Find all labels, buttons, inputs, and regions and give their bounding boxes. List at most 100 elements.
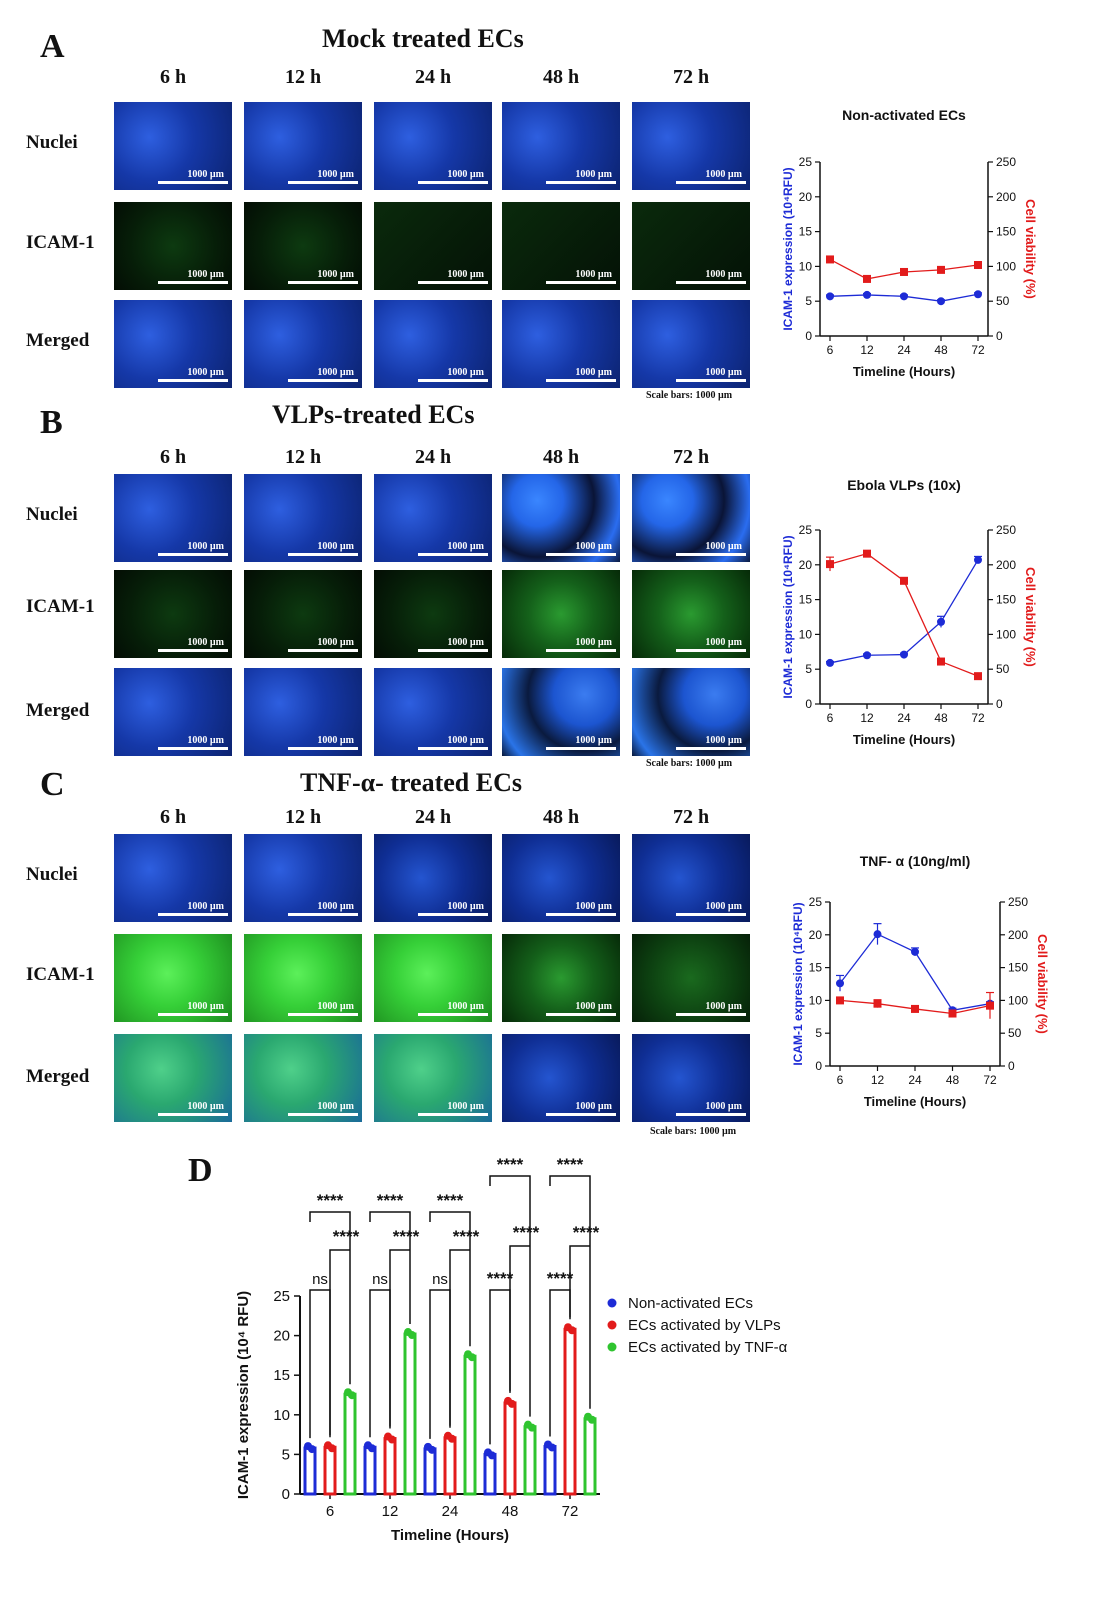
tick-label-x: 6 xyxy=(827,711,834,725)
scale-bar-label: 1000 µm xyxy=(317,1101,354,1112)
data-point xyxy=(911,1004,919,1013)
scale-bar-label: 1000 µm xyxy=(575,367,612,378)
scale-bar-label: 1000 µm xyxy=(447,169,484,180)
micrograph: 1000 µm xyxy=(244,570,362,658)
micrograph: 1000 µm xyxy=(374,570,492,658)
micrograph: 1000 µm xyxy=(374,1034,492,1122)
scale-bar-label: 1000 µm xyxy=(575,901,612,912)
bar xyxy=(423,1447,437,1496)
bar-point xyxy=(468,1353,476,1362)
tick-label-x: 6 xyxy=(326,1503,334,1520)
bar-point xyxy=(408,1331,416,1340)
scale-bar-label: 1000 µm xyxy=(447,367,484,378)
tick-label-right: 250 xyxy=(996,155,1016,169)
scale-bar-label: 1000 µm xyxy=(187,1101,224,1112)
tick-label-left: 10 xyxy=(809,993,823,1007)
scale-bar-label: 1000 µm xyxy=(317,367,354,378)
scale-bar xyxy=(158,747,228,750)
tick-label-right: 50 xyxy=(996,294,1010,308)
data-point xyxy=(863,549,871,558)
data-point xyxy=(986,1001,994,1010)
micrograph: 1000 µm xyxy=(114,1034,232,1122)
micrograph: 1000 µm xyxy=(502,834,620,922)
sig-label: **** xyxy=(497,1155,524,1174)
scale-bar xyxy=(418,181,488,184)
tick-label-right: 200 xyxy=(996,190,1016,204)
sig-label: **** xyxy=(437,1191,464,1210)
series-line xyxy=(829,559,979,664)
scale-bar-label: 1000 µm xyxy=(705,735,742,746)
scale-bar xyxy=(158,379,228,382)
data-point xyxy=(900,576,908,585)
micrograph: 1000 µm xyxy=(374,834,492,922)
tick-label-right: 50 xyxy=(1008,1026,1022,1040)
time-label: 48 h xyxy=(542,446,580,468)
bar xyxy=(583,1417,597,1496)
row-label: ICAM-1 xyxy=(26,232,95,253)
tick-label-left: 20 xyxy=(799,190,813,204)
data-point xyxy=(900,292,908,301)
bar xyxy=(503,1401,517,1496)
bar xyxy=(383,1437,397,1496)
row-label: Nuclei xyxy=(26,864,78,885)
micrograph: 1000 µm xyxy=(114,834,232,922)
row-label: Merged xyxy=(26,700,90,721)
micrograph: 1000 µm xyxy=(374,668,492,756)
micrograph: 1000 µm xyxy=(502,102,620,190)
micrograph: 1000 µm xyxy=(502,668,620,756)
scale-bar xyxy=(546,181,616,184)
panel-letter-a: A xyxy=(40,28,65,65)
panel-c-title: TNF-α- treated ECs xyxy=(300,768,522,797)
tick-label-x: 6 xyxy=(827,343,834,357)
data-point xyxy=(826,292,834,301)
scale-bar-label: 1000 µm xyxy=(447,269,484,280)
tick-label-x: 48 xyxy=(946,1073,960,1087)
tick-label-left: 5 xyxy=(805,294,812,308)
micrograph: 1000 µm xyxy=(114,474,232,562)
scale-bar-label: 1000 µm xyxy=(705,541,742,552)
sig-label: **** xyxy=(317,1191,344,1210)
scale-bar-label: 1000 µm xyxy=(705,901,742,912)
tick-label-right: 0 xyxy=(996,697,1003,711)
tick-label-y: 10 xyxy=(273,1407,290,1424)
y-axis-label-left: ICAM-1 expression (10⁴RFU) xyxy=(781,535,795,698)
micrograph: 1000 µm xyxy=(502,1034,620,1122)
x-axis-label: Timeline (Hours) xyxy=(391,1527,509,1544)
data-point xyxy=(937,265,945,274)
tick-label-left: 5 xyxy=(815,1026,822,1040)
scale-bar-label: 1000 µm xyxy=(575,637,612,648)
bar-point xyxy=(588,1415,596,1424)
sig-bracket xyxy=(489,1289,511,1445)
scale-bar-label: 1000 µm xyxy=(447,637,484,648)
row-label: Merged xyxy=(26,330,90,351)
tick-label-x: 24 xyxy=(908,1073,922,1087)
data-point xyxy=(974,672,982,681)
tick-label-left: 10 xyxy=(799,627,813,641)
bar-point xyxy=(428,1445,436,1454)
scale-bar xyxy=(158,553,228,556)
line-chart-ebola-vlps: Ebola VLPs (10x)051015202505010015020025… xyxy=(781,477,1038,747)
scale-bar xyxy=(676,553,746,556)
bar-point xyxy=(508,1399,516,1408)
scale-bar-label: 1000 µm xyxy=(705,269,742,280)
bar-point xyxy=(388,1435,396,1444)
tick-label-x: 6 xyxy=(837,1073,844,1087)
panel-letter-d: D xyxy=(188,1152,213,1189)
scale-bar xyxy=(676,649,746,652)
time-label: 24 h xyxy=(414,806,452,828)
micrograph: 1000 µm xyxy=(374,202,492,290)
tick-label-x: 12 xyxy=(860,711,874,725)
time-label: 6 h xyxy=(159,806,187,828)
tick-label-right: 50 xyxy=(996,662,1010,676)
data-point xyxy=(937,657,945,666)
x-axis-label: Timeline (Hours) xyxy=(853,732,955,747)
data-point xyxy=(911,947,919,956)
y-axis-label-right: Cell viability (%) xyxy=(1023,199,1038,299)
data-point xyxy=(863,651,871,660)
micrograph: 1000 µm xyxy=(502,202,620,290)
tick-label-left: 15 xyxy=(799,593,813,607)
scale-bar xyxy=(288,379,358,382)
sig-bracket xyxy=(429,1211,471,1347)
sig-bracket xyxy=(369,1289,391,1438)
scale-bar xyxy=(676,1013,746,1016)
